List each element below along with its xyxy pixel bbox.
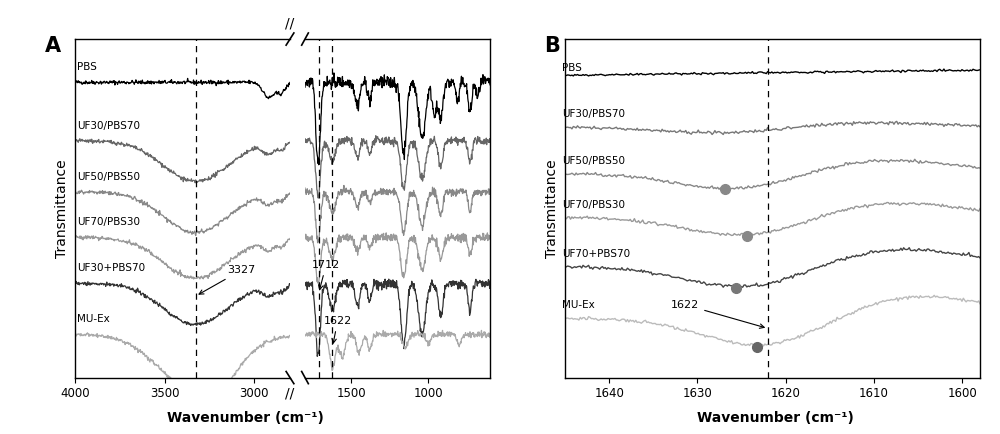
Y-axis label: Transmittance: Transmittance bbox=[545, 159, 559, 258]
Text: 1622: 1622 bbox=[324, 316, 352, 343]
Text: //: // bbox=[285, 386, 295, 400]
Text: 1622: 1622 bbox=[671, 300, 764, 328]
Text: UF70/PBS30: UF70/PBS30 bbox=[562, 200, 625, 210]
Text: //: // bbox=[285, 16, 295, 31]
Text: PBS: PBS bbox=[562, 62, 582, 72]
Text: A: A bbox=[45, 36, 61, 56]
Text: UF50/PBS50: UF50/PBS50 bbox=[562, 156, 625, 166]
Text: UF30/PBS70: UF30/PBS70 bbox=[77, 121, 140, 131]
Text: Wavenumber (cm⁻¹): Wavenumber (cm⁻¹) bbox=[697, 411, 853, 425]
Text: UF30+PBS70: UF30+PBS70 bbox=[77, 263, 145, 273]
Text: UF70/PBS30: UF70/PBS30 bbox=[77, 217, 140, 227]
Text: 1712: 1712 bbox=[312, 260, 340, 290]
Text: 3327: 3327 bbox=[199, 265, 256, 294]
Text: MU-Ex: MU-Ex bbox=[77, 314, 110, 324]
Text: MU-Ex: MU-Ex bbox=[562, 300, 595, 310]
Text: UF30/PBS70: UF30/PBS70 bbox=[562, 109, 625, 119]
Text: UF50/PBS50: UF50/PBS50 bbox=[77, 171, 140, 181]
Text: UF70+PBS70: UF70+PBS70 bbox=[562, 249, 630, 259]
Text: PBS: PBS bbox=[77, 62, 97, 72]
Text: Wavenumber (cm⁻¹): Wavenumber (cm⁻¹) bbox=[167, 411, 323, 425]
Text: B: B bbox=[544, 36, 560, 56]
Y-axis label: Transmittance: Transmittance bbox=[55, 159, 69, 258]
